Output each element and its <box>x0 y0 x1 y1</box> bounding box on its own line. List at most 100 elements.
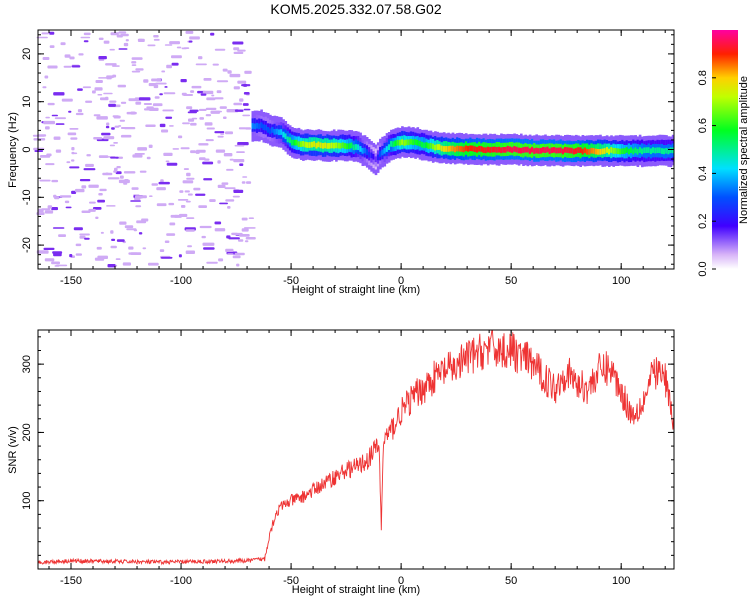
noise-speckle <box>115 171 122 175</box>
noise-speckle <box>177 199 189 201</box>
noise-speckle <box>151 78 162 82</box>
noise-speckle <box>214 97 224 100</box>
noise-speckle <box>214 131 225 134</box>
noise-speckle <box>81 185 87 189</box>
noise-speckle <box>63 65 72 68</box>
colorbar-tick-label: 0.4 <box>697 166 709 181</box>
noise-speckle <box>107 177 120 180</box>
noise-speckle <box>75 243 82 247</box>
ridge-cell <box>579 147 582 153</box>
ridge-cell <box>401 139 404 145</box>
noise-speckle <box>238 127 247 130</box>
noise-speckle <box>69 56 75 60</box>
noise-speckle <box>200 93 207 96</box>
noise-speckle <box>136 220 147 224</box>
noise-speckle <box>75 253 82 256</box>
noise-speckle <box>156 187 166 191</box>
noise-speckle <box>33 138 46 141</box>
noise-speckle <box>94 87 103 91</box>
noise-speckle <box>243 108 251 111</box>
ridge-cell <box>451 145 455 152</box>
noise-speckle <box>45 163 55 166</box>
noise-speckle <box>185 229 195 232</box>
noise-speckle <box>217 184 226 188</box>
noise-speckle <box>47 102 55 106</box>
noise-speckle <box>107 264 116 268</box>
noise-speckle <box>118 125 122 127</box>
ridge-cell <box>500 147 503 154</box>
noise-speckle <box>164 86 168 88</box>
ridge-cell <box>533 148 536 154</box>
ridge-cell <box>324 142 327 149</box>
noise-speckle <box>124 179 129 182</box>
ridge-cell <box>368 151 371 158</box>
noise-speckle <box>116 34 123 38</box>
ridge-cell <box>326 143 329 149</box>
noise-speckle <box>179 213 188 217</box>
ridge-cell <box>636 148 640 155</box>
ridge-cell <box>473 146 477 152</box>
ridge-cell <box>605 147 609 153</box>
noise-speckle <box>162 109 174 112</box>
ridge-cell <box>350 142 354 149</box>
noise-speckle <box>228 237 240 240</box>
noise-speckle <box>233 189 244 193</box>
ridge-cell <box>638 147 642 153</box>
noise-speckle <box>75 112 84 116</box>
noise-speckle <box>120 101 127 104</box>
ridge-cell <box>522 147 525 153</box>
ridge-cell <box>262 124 266 130</box>
noise-speckle <box>51 207 58 211</box>
snr-panel: -150 -100 -50 0 50 100 100 200 300 Height of st… <box>7 329 675 596</box>
noise-speckle <box>36 250 49 254</box>
noise-speckle <box>79 235 86 239</box>
noise-speckle <box>131 70 141 73</box>
ridge-cell <box>372 153 376 160</box>
noise-speckle <box>245 127 251 130</box>
ridge-cell <box>297 141 301 147</box>
noise-speckle <box>112 115 119 118</box>
ridge-cell <box>513 146 516 152</box>
snr-frame <box>37 329 675 570</box>
noise-speckle <box>77 88 83 91</box>
noise-speckle <box>131 57 143 60</box>
ridge-cell <box>348 143 351 149</box>
noise-speckle <box>209 199 216 202</box>
noise-speckle <box>216 90 222 94</box>
ridge-cell <box>464 145 468 152</box>
ridge-cell <box>586 148 589 155</box>
ridge-cell <box>341 142 345 149</box>
noise-speckle <box>224 187 236 190</box>
y-tick-label: 200 <box>21 423 33 441</box>
noise-speckle <box>124 225 134 229</box>
ridge-cell <box>564 147 567 153</box>
ridge-cell <box>420 141 424 148</box>
noise-speckle <box>221 182 229 185</box>
noise-speckle <box>44 75 49 79</box>
noise-speckle <box>239 163 244 166</box>
noise-speckle <box>241 181 246 184</box>
noise-speckle <box>79 233 90 236</box>
ridge-cell <box>630 147 633 153</box>
noise-speckle <box>64 54 71 58</box>
noise-speckle <box>178 254 182 258</box>
noise-speckle <box>138 97 151 101</box>
noise-speckle <box>187 111 197 114</box>
noise-speckle <box>241 228 249 232</box>
y-tick-label: 100 <box>21 492 33 510</box>
noise-speckle <box>219 202 228 205</box>
noise-speckle <box>88 184 99 188</box>
noise-speckle <box>52 227 65 229</box>
noise-speckle <box>148 144 153 148</box>
noise-speckle <box>103 136 115 140</box>
ridge-cell <box>524 146 527 153</box>
noise-speckle <box>248 217 254 219</box>
noise-speckle <box>241 84 251 87</box>
noise-speckle <box>77 109 82 113</box>
noise-speckle <box>121 134 132 138</box>
ridge-cell <box>310 141 314 148</box>
noise-speckle <box>123 171 136 174</box>
noise-speckle <box>126 111 137 115</box>
noise-speckle <box>203 178 213 181</box>
noise-speckle <box>78 53 84 56</box>
